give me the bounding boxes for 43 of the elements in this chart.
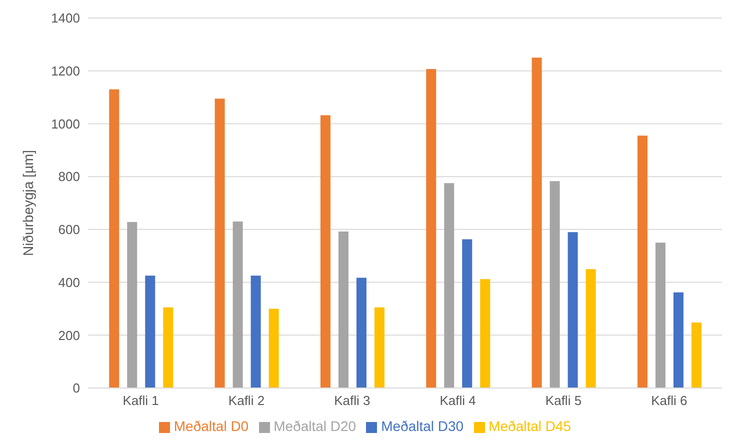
x-tick-label: Kafli 2 — [228, 393, 265, 408]
bar — [550, 181, 560, 388]
bar — [232, 222, 243, 388]
bar — [568, 232, 578, 388]
bar — [214, 98, 225, 388]
bar — [127, 222, 138, 388]
bar — [374, 307, 384, 388]
bar — [532, 58, 542, 388]
bar — [109, 89, 120, 388]
y-tick-label: 600 — [58, 222, 80, 238]
bar — [480, 279, 490, 388]
y-tick-label: 400 — [58, 274, 80, 290]
bar — [163, 307, 174, 388]
bar — [673, 292, 684, 388]
y-tick-label: 0 — [72, 380, 80, 396]
y-axis-title: Niðurbeygja [µm] — [20, 150, 36, 256]
y-tick-label: 800 — [58, 169, 80, 184]
x-tick-label: Kafli 1 — [122, 393, 159, 408]
legend-label: Meðaltal D30 — [381, 418, 464, 434]
legend-label: Meðaltal D0 — [174, 418, 249, 434]
legend-label: Meðaltal D45 — [488, 418, 572, 434]
legend-label: Meðaltal D20 — [274, 418, 356, 434]
bar — [356, 278, 366, 388]
bar — [655, 242, 666, 388]
x-tick-label: Kafli 4 — [440, 393, 476, 408]
y-tick-label: 1200 — [51, 63, 80, 78]
bar — [462, 239, 472, 388]
y-tick-label: 1000 — [51, 116, 80, 132]
bar — [268, 308, 279, 388]
bar — [320, 115, 330, 388]
y-tick-label: 1400 — [51, 10, 80, 26]
bar — [444, 183, 454, 388]
x-tick-label: Kafli 6 — [651, 393, 688, 408]
bar — [338, 232, 348, 388]
bar — [145, 276, 156, 388]
bar — [250, 276, 261, 388]
x-tick-label: Kafli 3 — [334, 393, 370, 408]
bar — [426, 69, 436, 388]
y-tick-label: 200 — [58, 328, 80, 343]
bar — [691, 322, 702, 388]
bar — [586, 269, 596, 388]
x-tick-label: Kafli 5 — [545, 393, 582, 408]
bar — [637, 136, 648, 388]
